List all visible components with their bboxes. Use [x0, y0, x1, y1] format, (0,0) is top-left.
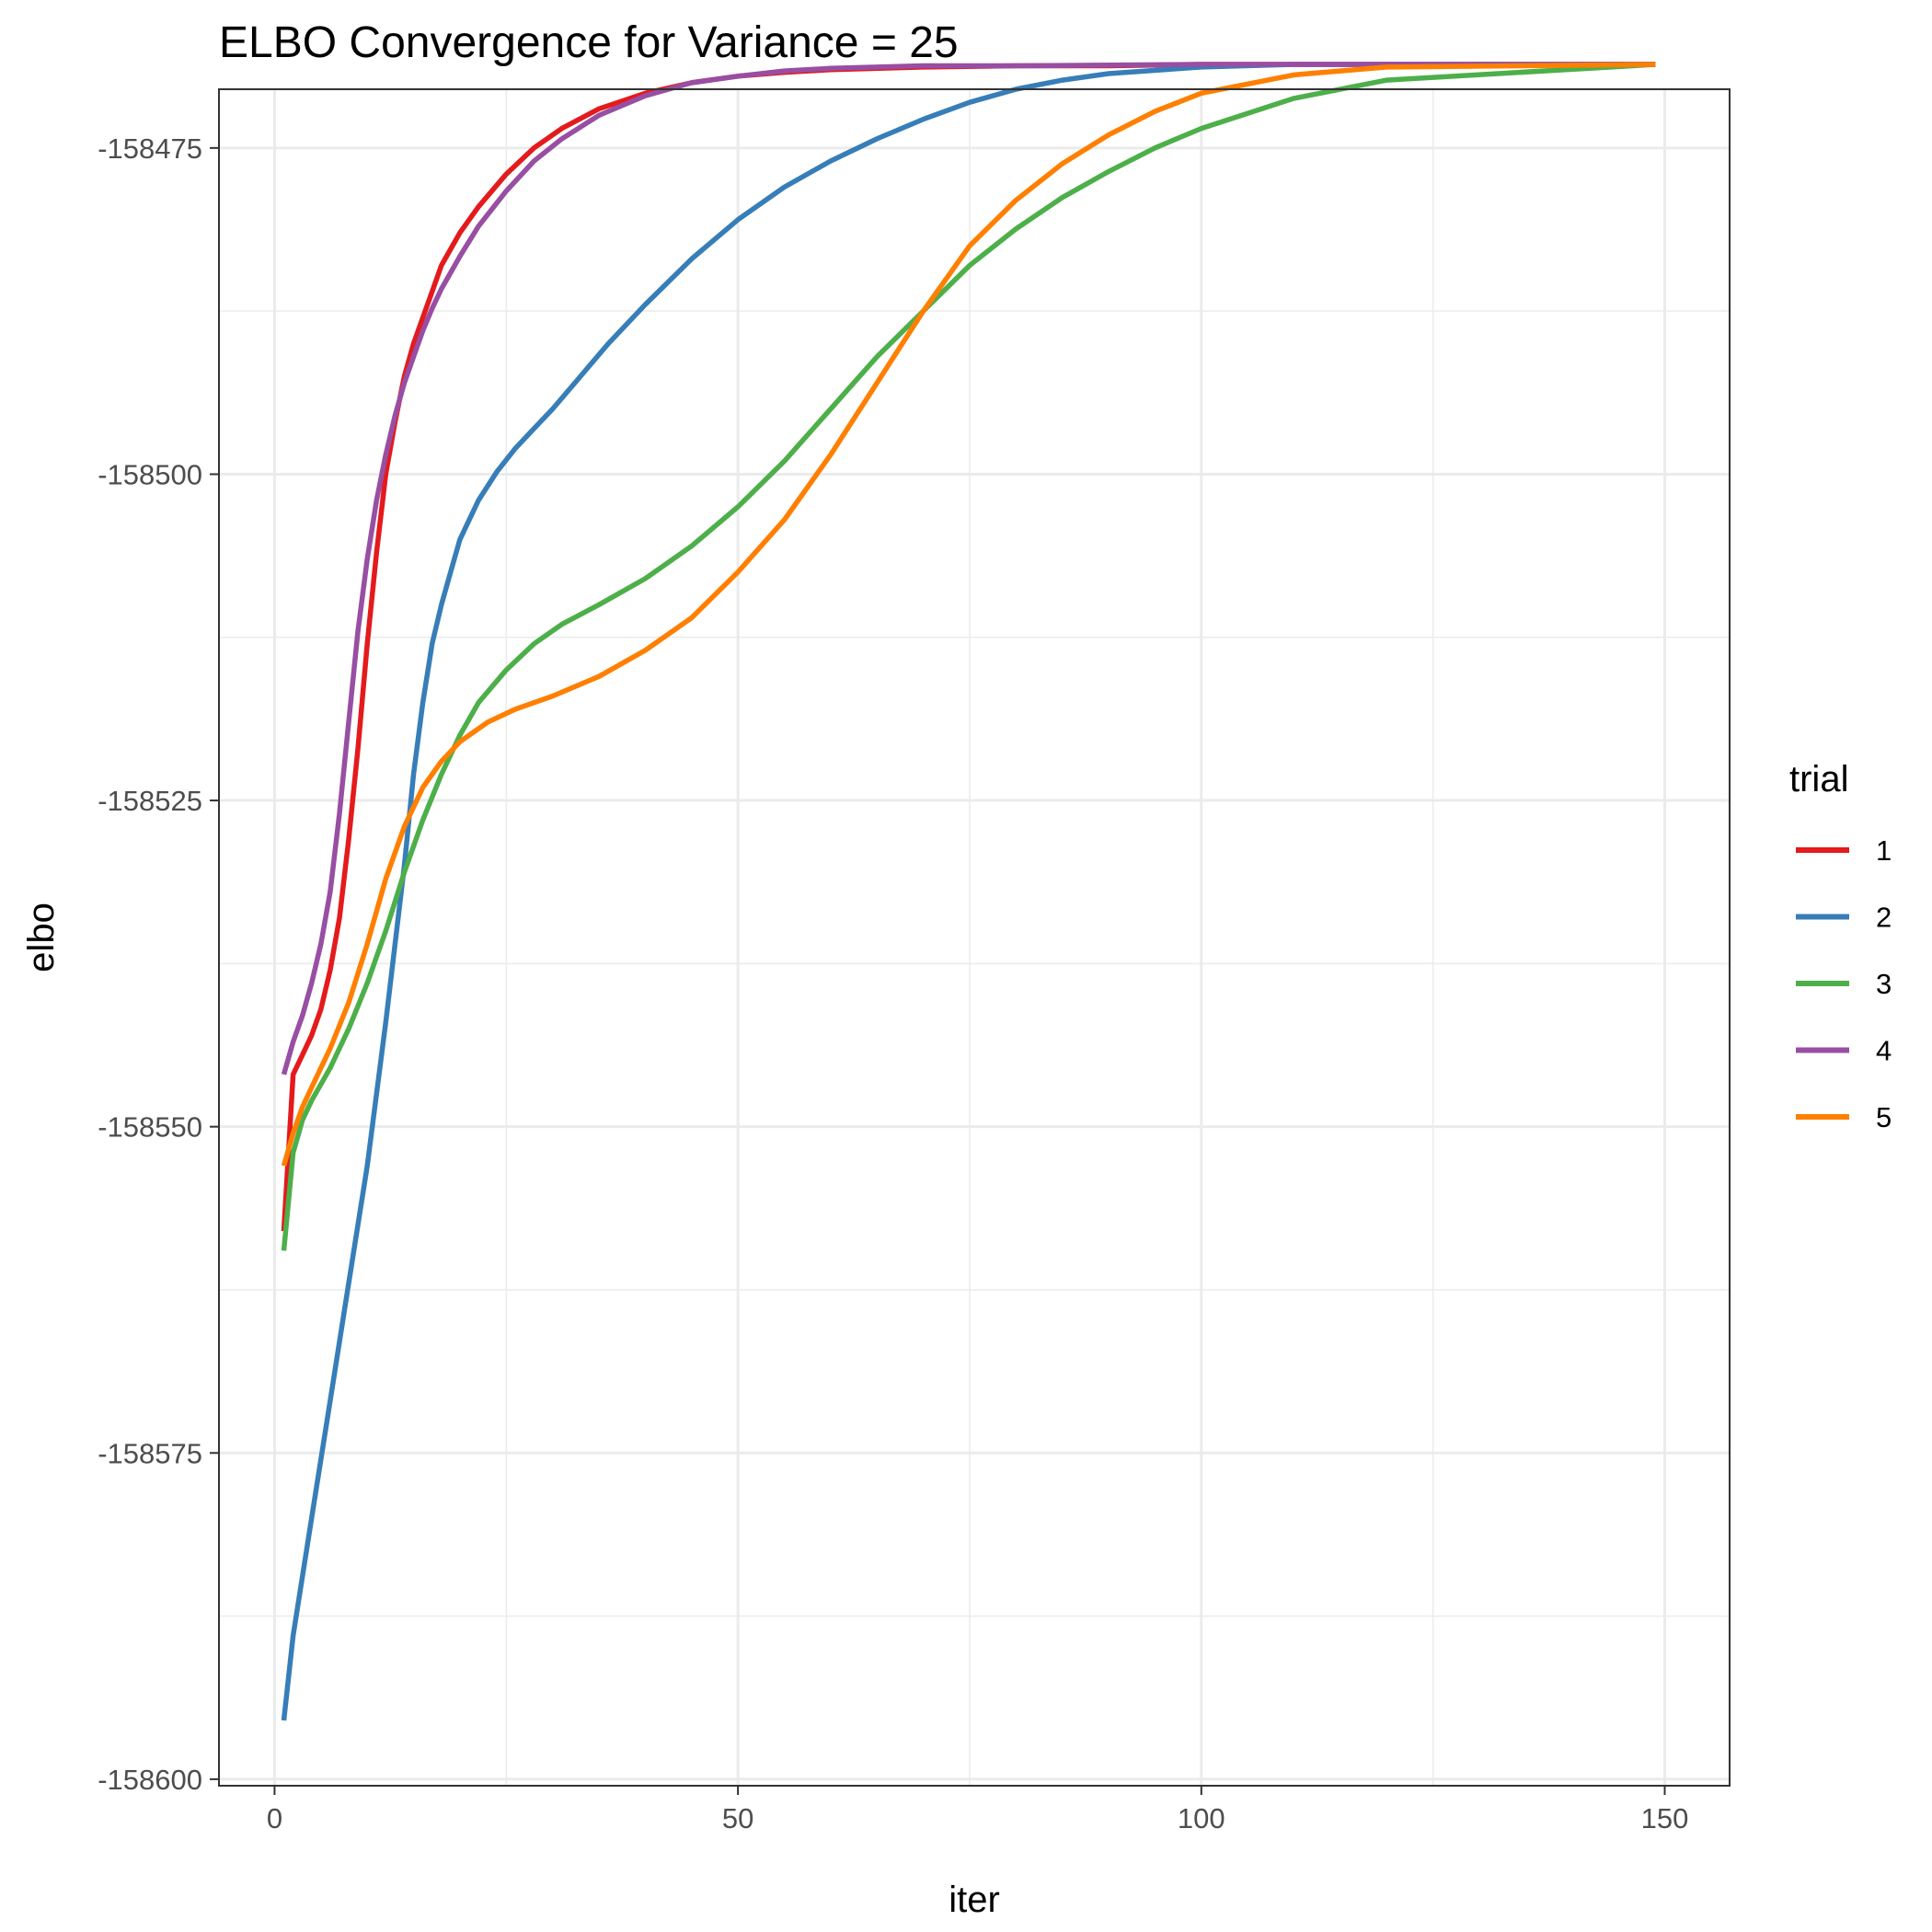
legend-item-4: 4 [1796, 1035, 1892, 1067]
legend-title: trial [1789, 759, 1848, 799]
series-lines [281, 62, 1656, 1721]
series-line-trial-2 [281, 62, 1656, 1721]
legend-item-5: 5 [1796, 1101, 1892, 1133]
series-line-trial-4 [281, 62, 1656, 1075]
y-tick-label-3: -158525 [98, 785, 202, 817]
legend-item-3: 3 [1796, 968, 1892, 1000]
y-tick-label-0: -158600 [98, 1764, 202, 1796]
plot-border [218, 88, 1731, 1787]
x-tick-label-0: 0 [267, 1802, 282, 1834]
x-tick-label-3: 150 [1641, 1802, 1689, 1834]
x-tick-label-2: 100 [1178, 1802, 1225, 1834]
y-tick-label-1: -158575 [98, 1437, 202, 1469]
x-axis: 0 50 100 150 [267, 1786, 1689, 1834]
x-tick-label-1: 50 [722, 1802, 753, 1834]
plot-panel [219, 89, 1730, 1786]
minor-gridlines [219, 89, 1730, 1786]
legend-label-4: 4 [1876, 1035, 1892, 1067]
plot-background [219, 89, 1730, 1786]
major-gridlines [219, 89, 1730, 1786]
y-tick-label-2: -158550 [98, 1111, 202, 1144]
legend-label-5: 5 [1876, 1101, 1892, 1133]
legend-label-2: 2 [1876, 902, 1892, 934]
legend: trial 1 2 3 4 5 [1789, 759, 1892, 1133]
y-axis: -158600 -158575 -158550 -158525 -158500 -1584… [98, 132, 219, 1796]
y-tick-label-5: -158475 [98, 132, 202, 165]
legend-item-1: 1 [1796, 834, 1892, 867]
legend-label-3: 3 [1876, 968, 1892, 1000]
legend-item-2: 2 [1796, 902, 1892, 934]
chart-title: ELBO Convergence for Variance = 25 [219, 18, 959, 67]
x-axis-title: iter [949, 1880, 1000, 1920]
legend-label-1: 1 [1876, 834, 1892, 867]
y-tick-label-4: -158500 [98, 458, 202, 490]
series-line-trial-5 [281, 62, 1656, 1167]
series-line-trial-3 [281, 62, 1656, 1251]
y-axis-title: elbo [21, 903, 62, 972]
